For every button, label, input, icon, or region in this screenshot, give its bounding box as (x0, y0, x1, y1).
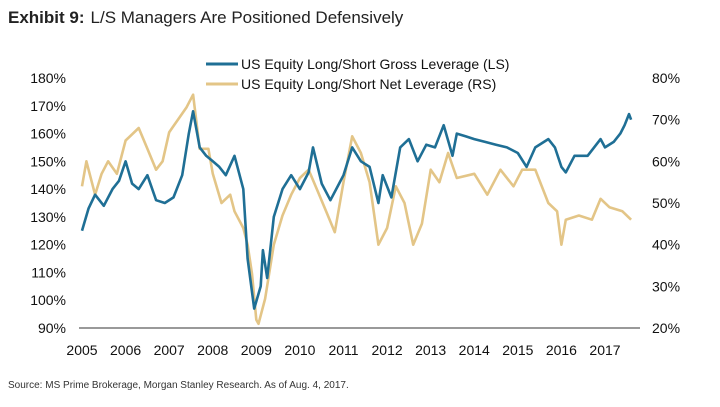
legend: US Equity Long/Short Gross Leverage (LS)… (206, 56, 509, 92)
y-left-tick-label: 150% (30, 153, 66, 169)
title-text: L/S Managers Are Positioned Defensively (90, 8, 404, 27)
y-right-tick-label: 50% (652, 195, 680, 211)
chart-title: Exhibit 9: L/S Managers Are Positioned De… (8, 8, 403, 28)
y-right-tick-label: 20% (652, 320, 680, 336)
y-right-tick-label: 80% (652, 70, 680, 86)
source-note: Source: MS Prime Brokerage, Morgan Stanl… (8, 380, 349, 391)
y-left-tick-label: 170% (30, 98, 66, 114)
x-tick-label: 2011 (328, 342, 358, 358)
x-tick-label: 2010 (284, 342, 315, 358)
x-tick-label: 2012 (372, 342, 403, 358)
y-left-tick-label: 120% (30, 237, 66, 253)
x-tick-label: 2006 (110, 342, 141, 358)
y-right-tick-label: 60% (652, 153, 680, 169)
y-left-tick-label: 130% (30, 209, 66, 225)
y-left-tick-label: 140% (30, 181, 66, 197)
x-tick-label: 2009 (241, 342, 272, 358)
gross-leverage-line (80, 110, 633, 310)
y-left-tick-label: 100% (30, 292, 66, 308)
y-right-tick-label: 30% (652, 278, 680, 294)
x-tick-label: 2007 (154, 342, 185, 358)
y-left-tick-label: 180% (30, 70, 66, 86)
exhibit-label: Exhibit 9: (8, 8, 85, 27)
x-tick-label: 2013 (415, 342, 446, 358)
y-left-tick-label: 110% (31, 264, 66, 280)
x-tick-label: 2015 (502, 342, 533, 358)
x-tick-label: 2017 (589, 342, 620, 358)
y-left-tick-label: 160% (30, 126, 66, 142)
net-leverage-line (80, 93, 633, 326)
x-tick-label: 2016 (546, 342, 577, 358)
x-tick-label: 2014 (459, 342, 490, 358)
x-tick-label: 2005 (66, 342, 97, 358)
y-right-tick-label: 40% (652, 237, 680, 253)
x-tick-label: 2008 (197, 342, 228, 358)
legend-label-net: US Equity Long/Short Net Leverage (RS) (241, 76, 496, 92)
y-right-tick-label: 70% (652, 112, 680, 128)
y-left-tick-label: 90% (38, 320, 66, 336)
legend-label-gross: US Equity Long/Short Gross Leverage (LS) (241, 56, 509, 72)
